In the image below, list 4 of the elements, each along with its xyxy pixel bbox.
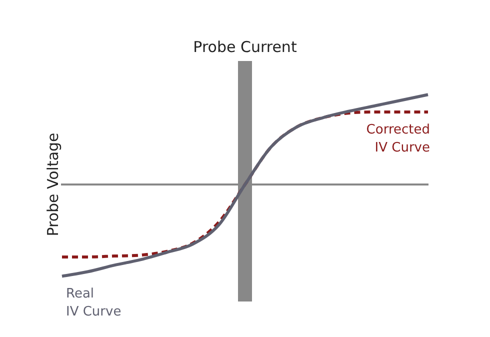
- series-label: Corrected IV Curve: [366, 122, 430, 156]
- series-label: Real IV Curve: [66, 286, 122, 320]
- y-axis-title: Probe Voltage: [44, 132, 62, 236]
- x-axis-title: Probe Current: [193, 38, 297, 56]
